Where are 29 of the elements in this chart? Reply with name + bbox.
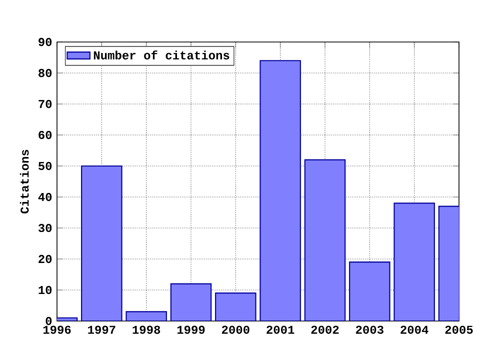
y-tick-label: 60 bbox=[38, 130, 52, 140]
x-tick-label: 2002 bbox=[311, 326, 339, 334]
y-tick-label: 0 bbox=[46, 316, 52, 326]
bar bbox=[260, 60, 300, 321]
y-tick-label: 10 bbox=[38, 286, 52, 294]
bar bbox=[350, 262, 390, 321]
y-tick-label: 50 bbox=[38, 162, 52, 170]
y-tick-label: 90 bbox=[38, 38, 52, 46]
bar bbox=[394, 203, 434, 321]
x-tick-label: 2000 bbox=[222, 326, 250, 334]
y-tick-label: 80 bbox=[38, 68, 52, 78]
bar bbox=[82, 166, 122, 321]
x-tick-label: 1999 bbox=[177, 326, 205, 334]
x-tick-label: 2004 bbox=[400, 326, 428, 334]
y-tick-label: 70 bbox=[38, 100, 52, 108]
x-tick-label: 2001 bbox=[266, 326, 294, 334]
x-tick-label: 1996 bbox=[43, 326, 71, 334]
x-tick-label: 2005 bbox=[445, 326, 473, 334]
x-tick-label: 2003 bbox=[356, 326, 384, 334]
y-axis-title: Citations bbox=[20, 150, 29, 214]
y-tick-label: 40 bbox=[38, 192, 52, 202]
bar bbox=[216, 293, 256, 321]
y-tick-label: 30 bbox=[38, 224, 52, 232]
y-tick-label: 20 bbox=[38, 254, 52, 264]
bar bbox=[304, 160, 346, 321]
legend-label: Number of citations bbox=[94, 50, 230, 60]
bar bbox=[170, 284, 212, 321]
x-tick-label: 1997 bbox=[88, 326, 116, 334]
x-tick-label: 1998 bbox=[132, 326, 160, 334]
